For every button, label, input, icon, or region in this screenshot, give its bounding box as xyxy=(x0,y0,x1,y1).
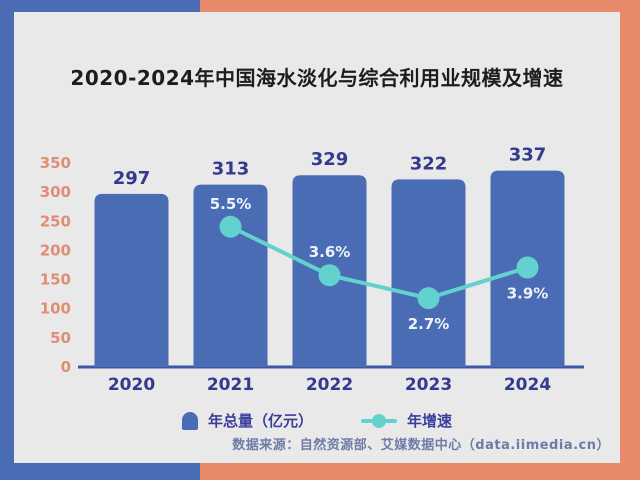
bar-value-label: 322 xyxy=(410,153,448,174)
y-tick-label: 0 xyxy=(61,358,71,376)
x-category-label: 2023 xyxy=(405,375,452,395)
growth-point xyxy=(417,287,440,310)
x-category-label: 2024 xyxy=(504,375,551,395)
y-tick-label: 250 xyxy=(40,212,71,230)
chart-card: 2020-2024年中国海水淡化与综合利用业规模及增速 0 50 100 150 200… xyxy=(14,12,620,463)
bar xyxy=(391,179,466,367)
growth-point-label: 3.9% xyxy=(507,285,549,303)
bar-value-label: 297 xyxy=(113,168,151,189)
bar-value-label: 313 xyxy=(212,159,250,180)
bar-value-label: 337 xyxy=(509,145,547,166)
growth-point-label: 2.7% xyxy=(408,315,450,333)
legend-item-total: 年总量（亿元） xyxy=(181,410,313,431)
line-dot-icon xyxy=(361,413,397,428)
growth-point-label: 5.5% xyxy=(210,195,252,213)
y-tick-label: 200 xyxy=(40,241,71,259)
chart-svg: 0 50 100 150 200 250 300 350 297 2020 313 2021 329 20… xyxy=(40,145,584,395)
bar-series-icon xyxy=(181,411,198,430)
bar xyxy=(193,184,268,367)
y-tick-label: 300 xyxy=(40,183,71,201)
y-tick-label: 50 xyxy=(50,329,71,347)
data-source-note: 数据来源：自然资源部、艾媒数据中心（data.iimedia.cn） xyxy=(232,438,610,453)
legend-label-total: 年总量（亿元） xyxy=(207,412,313,430)
growth-point-label: 3.6% xyxy=(309,243,351,261)
bar xyxy=(94,193,169,367)
growth-line xyxy=(229,224,529,301)
legend-label-growth: 年增速 xyxy=(407,412,453,430)
x-category-label: 2021 xyxy=(207,375,254,395)
y-tick-label: 100 xyxy=(40,300,71,318)
legend-item-growth: 年增速 xyxy=(361,410,452,431)
line-marker-dot xyxy=(372,413,386,428)
legend: 年总量（亿元） 年增速 xyxy=(14,410,620,431)
bar-value-label: 329 xyxy=(311,149,349,170)
y-tick-label: 350 xyxy=(40,154,71,172)
y-tick-label: 150 xyxy=(40,271,71,289)
x-category-label: 2022 xyxy=(306,375,353,395)
growth-point xyxy=(219,215,242,238)
growth-point xyxy=(516,256,539,279)
x-category-label: 2020 xyxy=(108,375,155,395)
chart-title: 2020-2024年中国海水淡化与综合利用业规模及增速 xyxy=(70,66,564,90)
growth-point xyxy=(318,264,341,287)
